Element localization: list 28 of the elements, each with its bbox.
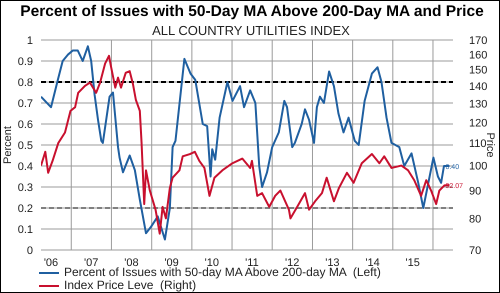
y2-tick-label: 80 (469, 213, 482, 226)
chart-subtitle: ALL COUNTRY UTILITIES INDEX (152, 23, 350, 38)
y-tick-label: 0.4 (18, 160, 33, 173)
x-tick-label: '06 (44, 256, 58, 269)
y2-tick-label: 160 (469, 49, 488, 62)
y-tick-label: 0.5 (18, 140, 33, 152)
y2-tick-label: 100 (469, 160, 488, 172)
y2-tick-label: 150 (469, 64, 488, 77)
x-tick-label: '15 (406, 256, 420, 269)
y-tick-label: 0.8 (18, 76, 33, 89)
y2-tick-label: 170 (469, 34, 488, 47)
y-tick-label: 0.2 (18, 202, 33, 215)
y2-tick-label: 130 (469, 98, 488, 110)
y2-tick-label: 70 (469, 244, 482, 257)
y-axis-title: Percent (2, 126, 14, 164)
legend-label: Index Price Leve (Right) (64, 278, 196, 292)
y-tick-label: 0 (26, 244, 33, 257)
y-tick-label: 1 (26, 34, 33, 47)
y-tick-label: 0.1 (18, 224, 33, 236)
chart-title: Percent of Issues with 50-Day MA Above 200-Day MA and Price (19, 3, 485, 21)
y-tick-label: 0.6 (18, 118, 33, 131)
y2-tick-label: 110 (469, 138, 487, 150)
y-tick-label: 0.9 (18, 56, 33, 68)
y-tick-label: 0.3 (18, 182, 33, 194)
y2-tick-label: 140 (469, 80, 488, 93)
y2-tick-label: 90 (469, 185, 482, 198)
y-tick-label: 0.7 (18, 98, 33, 110)
y2-tick-label: 120 (469, 117, 488, 130)
